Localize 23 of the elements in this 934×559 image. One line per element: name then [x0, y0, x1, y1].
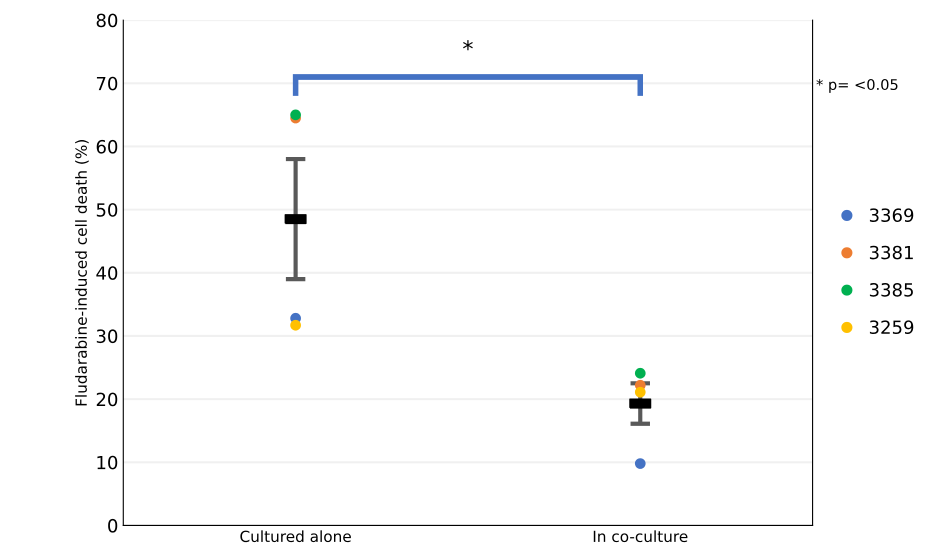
- legend-label: 3381: [870, 246, 913, 260]
- legend-label: 3369: [870, 208, 914, 222]
- point: [290, 110, 301, 120]
- y-tick-label: 10: [97, 456, 118, 470]
- point: [634, 368, 646, 379]
- point: [634, 386, 646, 398]
- legend-label: 3259: [870, 320, 914, 334]
- y-tick-label: 20: [96, 392, 118, 406]
- point: [634, 458, 646, 469]
- y-tick-label: 80: [96, 14, 118, 28]
- legend-label: 3385: [870, 283, 913, 297]
- y-tick-label: 0: [108, 518, 118, 533]
- y-tick-label: 50: [96, 203, 118, 217]
- y-tick-label: 40: [96, 266, 118, 280]
- x-tick-label: Cultured alone: [240, 530, 351, 542]
- y-tick-label: 60: [96, 140, 118, 154]
- y-axis-title: Fludarabine-induced cell death (%): [75, 140, 89, 406]
- y-tick-label: 30: [96, 329, 118, 344]
- annotation: *: [463, 40, 473, 50]
- point: [290, 320, 301, 331]
- text: * p= <0.05: [816, 79, 898, 93]
- y-tick-label: 70: [96, 76, 118, 90]
- x-tick-label: In co-culture: [594, 530, 688, 542]
